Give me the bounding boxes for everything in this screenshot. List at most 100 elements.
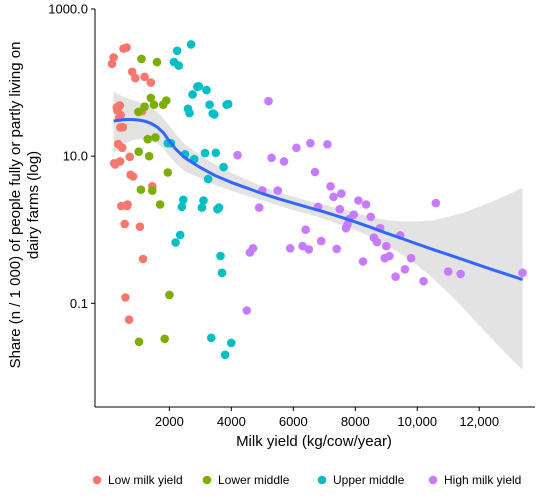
data-point [115,157,125,166]
data-point [372,237,382,247]
data-point [227,338,236,348]
data-point [217,268,227,278]
data-point [304,245,314,254]
data-point [194,82,204,91]
data-point [264,96,273,106]
data-point [205,100,214,109]
data-point [456,269,465,279]
data-point [358,257,368,266]
y-axis-title: Share (n / 1 000) of people fully or par… [7,42,42,369]
data-point [366,212,376,222]
data-point [118,123,128,132]
data-point [292,143,301,153]
trend-line [113,118,524,282]
data-point [248,244,258,253]
data-point [125,152,134,162]
data-point [431,198,441,208]
data-point [123,200,132,209]
data-point [118,143,127,153]
data-point [122,43,131,52]
data-point [285,244,295,253]
data-point [128,172,138,181]
data-point [177,202,187,212]
data-point [137,54,146,64]
x-tick-label: 2000 [155,414,184,429]
data-point [199,196,208,205]
y-tick-label: 10.0 [63,149,88,164]
data-point [223,99,233,109]
data-point [179,195,188,205]
data-point [316,236,326,246]
data-point [138,254,148,264]
data-point [186,40,196,49]
data-point [134,147,143,156]
data-point [124,315,134,325]
data-point [146,78,156,87]
data-point [134,107,143,117]
data-point [323,140,332,149]
data-point [144,151,154,161]
x-axis-title: Milk yield (kg/cow/year) [236,433,392,450]
data-point [254,203,264,212]
data-point [131,73,140,83]
data-point [332,244,342,254]
data-point [188,90,197,99]
data-point [134,337,144,347]
data-point [233,150,242,160]
data-point [220,350,230,360]
data-point [219,162,228,172]
data-point [267,153,276,163]
data-point [151,133,160,142]
data-point [120,219,129,229]
x-tick-label: 8000 [341,414,370,429]
data-point [165,290,174,300]
data-point [329,192,338,202]
data-point [214,203,224,212]
confidence-band [113,91,523,370]
data-point [146,93,156,103]
data-point [163,168,173,177]
data-point [337,189,346,198]
data-point [115,101,125,110]
data-point [155,200,165,209]
legend-label: Upper middle [333,473,405,487]
data-point [203,174,213,184]
data-point [391,272,400,282]
data-point [171,238,180,247]
data-point [242,306,252,315]
x-tick-label: 10,000 [397,414,437,429]
data-point [121,293,130,302]
data-point [140,102,149,111]
data-point [443,267,453,276]
data-point [518,268,527,278]
confidence-band-layer [113,91,523,370]
legend: Low milk yield Lower middle Upper middle Hi… [92,473,521,487]
legend-key [202,475,212,485]
data-points-layer [107,40,527,360]
data-point [273,186,283,195]
axes [94,9,535,408]
legend-key [317,475,327,485]
data-point [172,46,182,56]
data-point [216,251,225,261]
data-point [149,100,159,109]
data-point [382,241,391,251]
legend-label: High milk yield [444,473,521,487]
x-tick-label: 6000 [279,414,308,429]
data-point [335,204,345,214]
data-point [326,182,335,191]
data-point [152,57,162,67]
data-point [210,110,219,119]
data-point [175,230,185,240]
data-point [406,253,416,263]
data-point [354,196,363,205]
data-point [385,251,394,261]
data-point [148,186,157,195]
y-tick-label: 0.1 [70,296,88,311]
data-point [361,200,371,209]
data-point [143,134,152,144]
data-point [301,225,311,234]
data-point [197,203,207,212]
